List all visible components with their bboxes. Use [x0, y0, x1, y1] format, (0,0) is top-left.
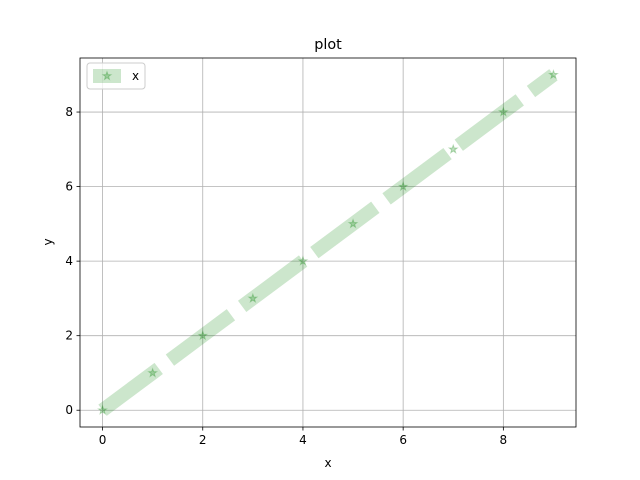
- x-tick-label: 0: [99, 433, 107, 447]
- x-tick-label: 8: [500, 433, 508, 447]
- legend-star-icon: [101, 70, 113, 81]
- y-axis: 0 2 4 6 8: [65, 105, 80, 417]
- x-axis: 0 2 4 6 8: [99, 427, 507, 447]
- plot-frame: [79, 57, 577, 428]
- data-point: [497, 106, 509, 117]
- data-point: [147, 367, 159, 378]
- data-point: [447, 143, 459, 154]
- legend-box: [86, 62, 146, 90]
- x-axis-label: x: [324, 456, 331, 470]
- grid: [80, 58, 576, 427]
- data-point: [548, 69, 559, 80]
- data-point: [247, 292, 259, 304]
- data-point: [97, 404, 108, 415]
- legend: x: [86, 62, 146, 90]
- y-tick-label: 6: [65, 180, 73, 194]
- series-layer: [97, 69, 559, 416]
- data-point: [397, 180, 409, 192]
- data-point: [297, 255, 309, 266]
- data-point: [347, 218, 359, 229]
- data-point: [197, 329, 209, 341]
- legend-label: x: [132, 69, 139, 83]
- x-tick-label: 6: [399, 433, 407, 447]
- series-line: [98, 69, 558, 416]
- y-axis-label: y: [41, 238, 55, 245]
- x-tick-label: 2: [199, 433, 207, 447]
- y-tick-label: 8: [65, 105, 73, 119]
- chart-title: plot: [314, 37, 342, 53]
- y-tick-label: 0: [65, 403, 73, 417]
- y-tick-label: 2: [65, 329, 73, 343]
- x-tick-label: 4: [299, 433, 307, 447]
- y-tick-label: 4: [65, 254, 73, 268]
